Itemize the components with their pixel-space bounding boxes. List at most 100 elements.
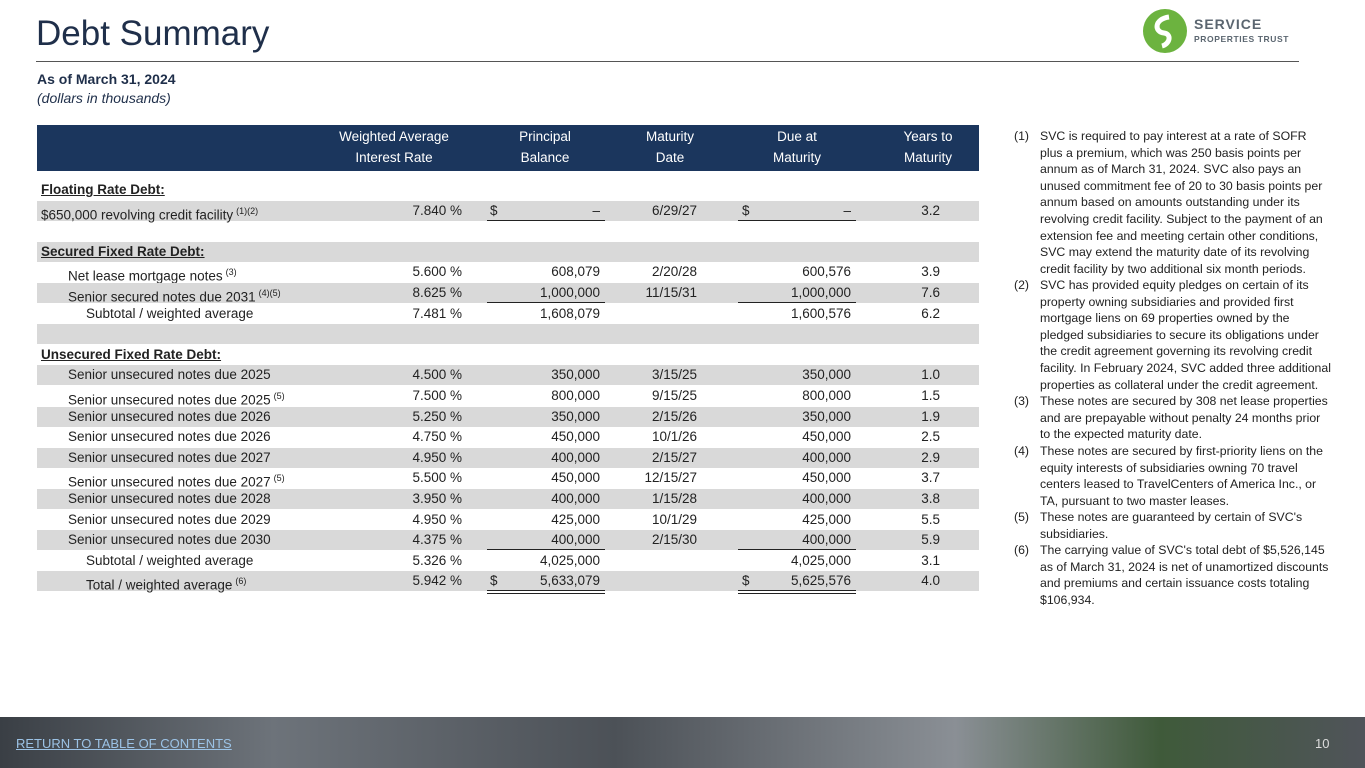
cell-years: 2.5 — [921, 429, 940, 445]
column-header: Date — [655, 150, 685, 165]
row-label: Senior unsecured notes due 2028 — [68, 491, 271, 506]
row-label: Subtotal / weighted average — [86, 305, 254, 321]
cell-date: 2/15/27 — [651, 449, 697, 465]
cell-due: 1,000,000 — [790, 285, 851, 300]
cell-rate: 5.942 % — [412, 573, 462, 589]
cell-date: 2/15/30 — [651, 532, 697, 548]
row-label: Senior unsecured notes due 2026 — [68, 408, 271, 424]
cell-rate: 4.950 % — [412, 449, 462, 465]
footnote-ref: (1)(2) — [236, 205, 259, 216]
cell-due: 450,000 — [802, 429, 851, 445]
cell-years: 3.8 — [921, 491, 940, 506]
column-header: Weighted Average — [339, 129, 449, 144]
column-header: Principal — [519, 129, 571, 144]
cell-due: 600,576 — [802, 264, 851, 280]
column-header: Maturity — [903, 150, 952, 165]
footnote-number: (3) — [1014, 394, 1030, 408]
underline — [738, 219, 856, 221]
cell-rate: 4.950 % — [412, 511, 462, 527]
underline — [738, 549, 856, 551]
cell-years: 3.1 — [921, 552, 940, 568]
logo-text: SERVICE — [1194, 16, 1263, 32]
cell-rate: 5.600 % — [412, 264, 462, 280]
column-header: Maturity — [645, 129, 694, 144]
underline — [738, 593, 856, 595]
footnote-ref: (4)(5) — [258, 288, 281, 298]
cell-rate: 3.950 % — [412, 491, 462, 506]
cell-principal: 400,000 — [551, 532, 600, 548]
cell-date: 11/15/31 — [645, 285, 697, 300]
cell-principal: 350,000 — [551, 367, 600, 383]
cell-years: 1.5 — [921, 388, 940, 403]
row-label: $650,000 revolving credit facility (1)(2) — [41, 205, 259, 223]
cell-date: 9/15/25 — [651, 388, 697, 403]
footnote-number: (1) — [1014, 129, 1030, 143]
cell-principal-sign: $ — [490, 573, 498, 589]
cell-rate: 5.326 % — [412, 552, 462, 568]
section-label: Secured Fixed Rate Debt: — [41, 243, 205, 259]
cell-due-sign: $ — [742, 202, 750, 218]
cell-rate: 4.375 % — [412, 532, 462, 548]
section-label: Unsecured Fixed Rate Debt: — [41, 346, 222, 362]
row-shade — [37, 200, 979, 221]
cell-rate: 8.625 % — [412, 285, 462, 300]
cell-years: 6.2 — [921, 305, 940, 321]
cell-principal: 400,000 — [551, 449, 600, 465]
cell-date: 2/15/26 — [651, 408, 697, 424]
cell-years: 1.0 — [921, 367, 940, 383]
row-shade — [37, 283, 979, 303]
footnote-text: SVC has provided equity pledges on certa… — [1040, 278, 1331, 392]
cell-years: 5.9 — [921, 532, 940, 548]
cell-principal: 5,633,079 — [539, 573, 600, 589]
cell-principal: 350,000 — [551, 408, 600, 424]
footer-band — [0, 717, 1365, 768]
column-header: Maturity — [772, 150, 821, 165]
cell-rate: 7.481 % — [412, 305, 462, 321]
cell-due: 400,000 — [802, 532, 851, 548]
footnote-ref: (5) — [273, 391, 285, 401]
subtitle: As of March 31, 2024 — [37, 71, 176, 87]
toc-link[interactable]: RETURN TO TABLE OF CONTENTS — [16, 736, 232, 751]
row-label: Subtotal / weighted average — [86, 552, 254, 568]
footnote-text: These notes are guaranteed by certain of… — [1040, 510, 1303, 541]
cell-principal: 450,000 — [551, 470, 600, 486]
cell-due: 5,625,576 — [790, 573, 851, 589]
cell-due: 800,000 — [802, 388, 851, 403]
cell-principal: – — [592, 202, 600, 218]
row-shade — [37, 530, 979, 551]
cell-date: 3/15/25 — [651, 367, 697, 383]
column-header: Years to — [903, 129, 953, 144]
logo-text: PROPERTIES TRUST — [1194, 34, 1290, 44]
cell-due: 400,000 — [802, 449, 851, 465]
row-label: Senior unsecured notes due 2025 — [68, 367, 271, 383]
cell-principal: 1,000,000 — [539, 285, 600, 300]
unit-note: (dollars in thousands) — [37, 90, 171, 106]
footnote-ref: (5) — [273, 473, 285, 484]
cell-rate: 4.500 % — [412, 367, 462, 383]
cell-date: 1/15/28 — [651, 491, 697, 506]
underline — [487, 549, 605, 551]
row-shade — [37, 447, 979, 468]
row-label: Senior secured notes due 2031 (4)(5) — [68, 288, 281, 305]
cell-years: 1.9 — [921, 408, 940, 424]
row-label: Senior unsecured notes due 2029 — [68, 511, 271, 527]
cell-rate: 5.500 % — [412, 470, 462, 486]
cell-rate: 5.250 % — [412, 408, 462, 424]
cell-due: 350,000 — [802, 367, 851, 383]
logo-mark — [1143, 9, 1187, 53]
underline — [487, 593, 605, 595]
footnote-text: The carrying value of SVC's total debt o… — [1040, 543, 1329, 607]
row-label: Net lease mortgage notes (3) — [68, 267, 237, 284]
cell-due: 350,000 — [802, 408, 851, 424]
page-number: 10 — [1315, 736, 1330, 751]
cell-due-sign: $ — [742, 573, 750, 589]
row-label: Total / weighted average (6) — [86, 576, 247, 593]
cell-principal: 400,000 — [551, 491, 600, 506]
row-shade — [37, 489, 979, 509]
cell-rate: 4.750 % — [412, 429, 462, 445]
column-header: Balance — [520, 150, 570, 165]
footnote-text: These notes are secured by first-priorit… — [1040, 444, 1323, 508]
column-header: Due at — [777, 129, 817, 144]
cell-years: 7.6 — [921, 285, 940, 300]
footnote-text: SVC is required to pay interest at a rat… — [1040, 129, 1323, 276]
